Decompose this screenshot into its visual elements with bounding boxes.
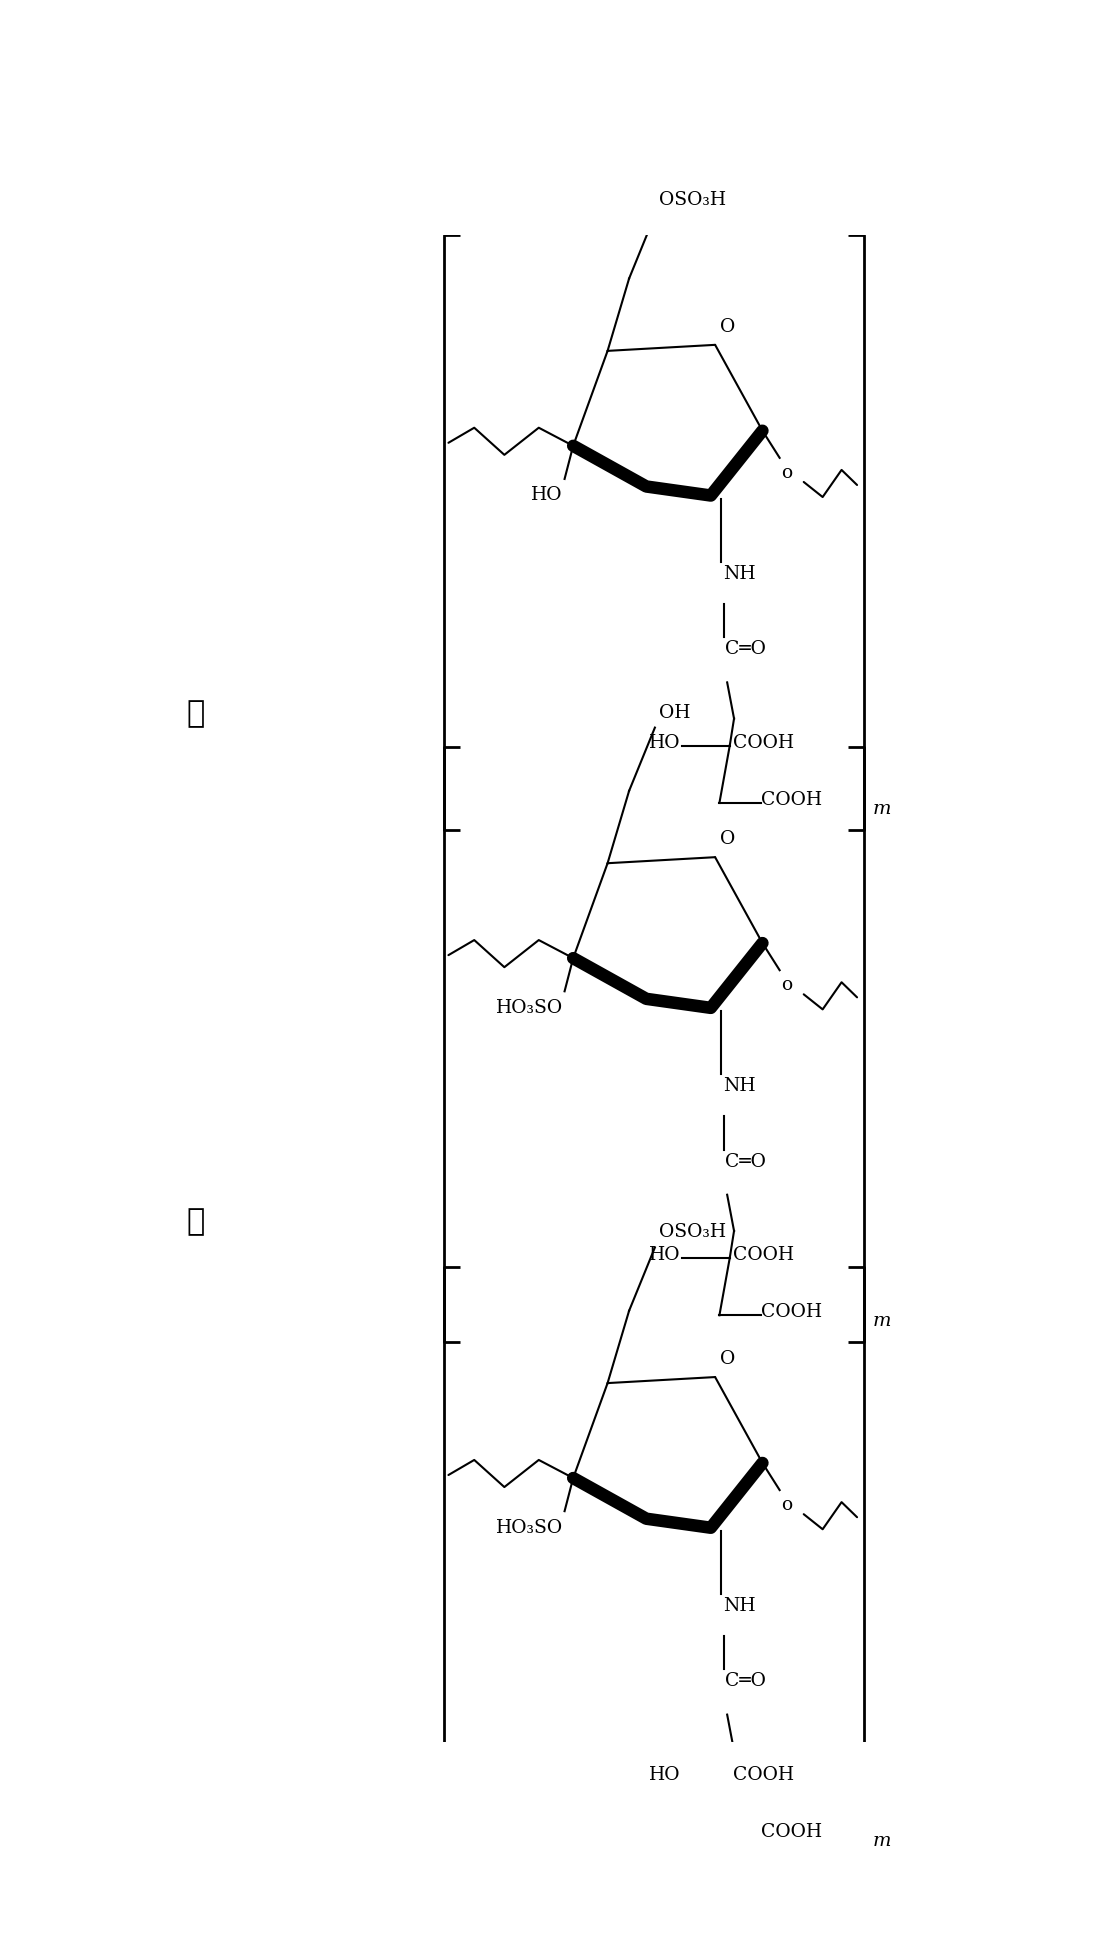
Text: COOH: COOH xyxy=(734,1247,795,1264)
Text: COOH: COOH xyxy=(760,1303,821,1321)
Text: m: m xyxy=(872,800,891,818)
Text: 或: 或 xyxy=(186,1207,204,1237)
Text: HO: HO xyxy=(532,487,563,505)
Text: COOH: COOH xyxy=(760,791,821,808)
Text: OSO₃H: OSO₃H xyxy=(659,192,726,209)
Text: C═O: C═O xyxy=(725,640,766,658)
Text: HO: HO xyxy=(649,734,680,751)
Text: NH: NH xyxy=(723,1076,756,1096)
Text: o: o xyxy=(781,1495,793,1515)
Text: m: m xyxy=(872,1832,891,1849)
Text: O: O xyxy=(720,317,736,337)
Text: o: o xyxy=(781,977,793,994)
Text: OH: OH xyxy=(659,705,690,722)
Text: COOH: COOH xyxy=(734,734,795,751)
Text: m: m xyxy=(872,1313,891,1331)
Text: C═O: C═O xyxy=(725,1673,766,1691)
Text: HO: HO xyxy=(649,1765,680,1785)
Text: C═O: C═O xyxy=(725,1153,766,1170)
Text: COOH: COOH xyxy=(734,1765,795,1785)
Text: 或: 或 xyxy=(186,699,204,728)
Text: HO₃SO: HO₃SO xyxy=(496,998,563,1018)
Text: O: O xyxy=(720,1350,736,1368)
Text: o: o xyxy=(781,464,793,481)
Text: HO₃SO: HO₃SO xyxy=(496,1519,563,1536)
Text: NH: NH xyxy=(723,1597,756,1615)
Text: HO: HO xyxy=(649,1247,680,1264)
Text: COOH: COOH xyxy=(760,1824,821,1842)
Text: OSO₃H: OSO₃H xyxy=(659,1223,726,1241)
Text: O: O xyxy=(720,830,736,847)
Text: NH: NH xyxy=(723,566,756,583)
